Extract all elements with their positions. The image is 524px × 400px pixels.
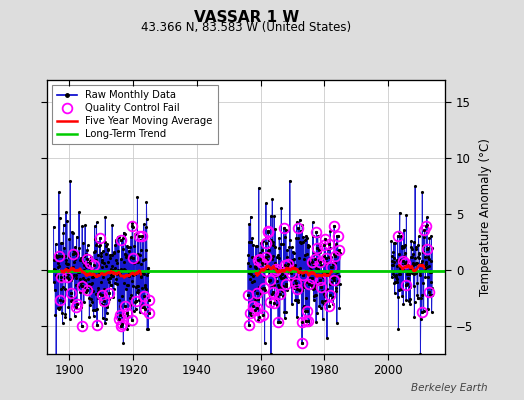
Text: Berkeley Earth: Berkeley Earth [411, 383, 487, 393]
Legend: Raw Monthly Data, Quality Control Fail, Five Year Moving Average, Long-Term Tren: Raw Monthly Data, Quality Control Fail, … [52, 85, 217, 144]
Text: VASSAR 1 W: VASSAR 1 W [194, 10, 299, 25]
Y-axis label: Temperature Anomaly (°C): Temperature Anomaly (°C) [478, 138, 492, 296]
Text: 43.366 N, 83.583 W (United States): 43.366 N, 83.583 W (United States) [141, 21, 352, 34]
